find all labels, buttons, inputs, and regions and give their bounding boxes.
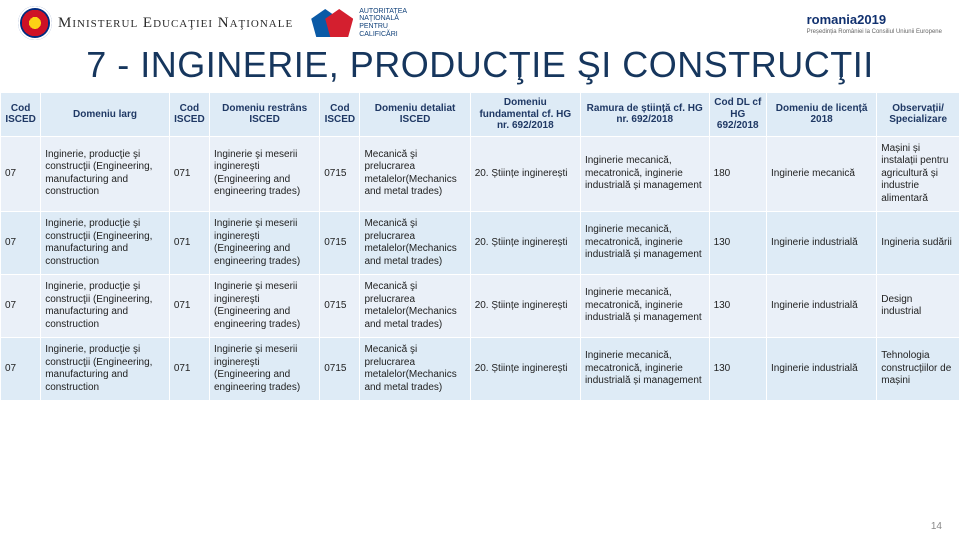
table-cell: Inginerie mecanică, mecatronică, inginer… xyxy=(580,136,709,212)
col-header: Domeniu restrâns ISCED xyxy=(210,93,320,137)
table-cell: Inginerie şi meserii inginereşti (Engine… xyxy=(210,338,320,401)
table-cell: 071 xyxy=(169,275,209,338)
table-cell: Inginerie, producţie şi construcţii (Eng… xyxy=(41,212,170,275)
table-cell: 130 xyxy=(709,212,766,275)
table-cell: 071 xyxy=(169,136,209,212)
table-cell: 20. Științe inginerești xyxy=(470,338,580,401)
table-cell: 130 xyxy=(709,338,766,401)
table-cell: Inginerie şi meserii inginereşti (Engine… xyxy=(210,275,320,338)
table-cell: Mecanică şi prelucrarea metalelor(Mechan… xyxy=(360,275,470,338)
table-cell: 0715 xyxy=(320,136,360,212)
table-cell: 20. Științe inginerești xyxy=(470,136,580,212)
table-cell: 0715 xyxy=(320,338,360,401)
table-row: 07Inginerie, producţie şi construcţii (E… xyxy=(1,212,960,275)
col-header: Cod ISCED xyxy=(169,93,209,137)
col-header: Observații/ Specializare xyxy=(877,93,960,137)
table-header-row: Cod ISCED Domeniu larg Cod ISCED Domeniu… xyxy=(1,93,960,137)
page-number: 14 xyxy=(931,521,942,532)
col-header: Domeniu de licență 2018 xyxy=(766,93,876,137)
col-header: Domeniu fundamental cf. HG nr. 692/2018 xyxy=(470,93,580,137)
table-cell: 071 xyxy=(169,212,209,275)
table-cell: 07 xyxy=(1,136,41,212)
col-header: Cod ISCED xyxy=(1,93,41,137)
table-row: 07Inginerie, producţie şi construcţii (E… xyxy=(1,275,960,338)
table-cell: Mecanică şi prelucrarea metalelor(Mechan… xyxy=(360,136,470,212)
anc-name: AutoritateaNaţională pentruCalificări xyxy=(359,8,407,39)
table-cell: Inginerie industrială xyxy=(766,338,876,401)
page-header: Ministerul Educaţiei Naţionale Autoritat… xyxy=(0,0,960,42)
anc-logo: AutoritateaNaţională pentruCalificări xyxy=(311,8,407,39)
table-cell: Design industrial xyxy=(877,275,960,338)
table-cell: Inginerie, producţie şi construcţii (Eng… xyxy=(41,136,170,212)
table-cell: 0715 xyxy=(320,275,360,338)
table-cell: 20. Științe inginerești xyxy=(470,212,580,275)
table-cell: Inginerie şi meserii inginereşti (Engine… xyxy=(210,136,320,212)
table-cell: Inginerie, producţie şi construcţii (Eng… xyxy=(41,338,170,401)
table-cell: Inginerie industrială xyxy=(766,212,876,275)
table-cell: 20. Științe inginerești xyxy=(470,275,580,338)
table-cell: 07 xyxy=(1,212,41,275)
table-cell: Tehnologia construcțiilor de mașini xyxy=(877,338,960,401)
table-cell: Inginerie industrială xyxy=(766,275,876,338)
ro2019-logo: romania2019 Președinția României la Cons… xyxy=(807,11,942,35)
table-cell: Inginerie şi meserii inginereşti (Engine… xyxy=(210,212,320,275)
table-cell: 07 xyxy=(1,338,41,401)
table-cell: 130 xyxy=(709,275,766,338)
table-cell: 071 xyxy=(169,338,209,401)
table-cell: Mecanică şi prelucrarea metalelor(Mechan… xyxy=(360,212,470,275)
table-cell: Mecanică şi prelucrarea metalelor(Mechan… xyxy=(360,338,470,401)
ministry-logo: Ministerul Educaţiei Naţionale xyxy=(18,6,293,40)
table-cell: 180 xyxy=(709,136,766,212)
table-cell: Ingineria sudării xyxy=(877,212,960,275)
col-header: Domeniu larg xyxy=(41,93,170,137)
table-cell: 0715 xyxy=(320,212,360,275)
page-title: 7 - INGINERIE, PRODUCŢIE ŞI CONSTRUCŢII xyxy=(0,44,960,86)
table-row: 07Inginerie, producţie şi construcţii (E… xyxy=(1,338,960,401)
table-cell: Inginerie mecanică, mecatronică, inginer… xyxy=(580,212,709,275)
table-cell: 07 xyxy=(1,275,41,338)
table-cell: Mașini și instalații pentru agricultură … xyxy=(877,136,960,212)
col-header: Ramura de știință cf. HG nr. 692/2018 xyxy=(580,93,709,137)
col-header: Cod ISCED xyxy=(320,93,360,137)
table-cell: Inginerie mecanică, mecatronică, inginer… xyxy=(580,275,709,338)
table-cell: Inginerie, producţie şi construcţii (Eng… xyxy=(41,275,170,338)
isced-table: Cod ISCED Domeniu larg Cod ISCED Domeniu… xyxy=(0,92,960,401)
table-cell: Inginerie mecanică, mecatronică, inginer… xyxy=(580,338,709,401)
table-row: 07Inginerie, producţie şi construcţii (E… xyxy=(1,136,960,212)
romania-emblem-icon xyxy=(18,6,52,40)
col-header: Domeniu detaliat ISCED xyxy=(360,93,470,137)
ministry-name: Ministerul Educaţiei Naţionale xyxy=(58,15,293,32)
col-header: Cod DL cf HG 692/2018 xyxy=(709,93,766,137)
table-cell: Inginerie mecanică xyxy=(766,136,876,212)
